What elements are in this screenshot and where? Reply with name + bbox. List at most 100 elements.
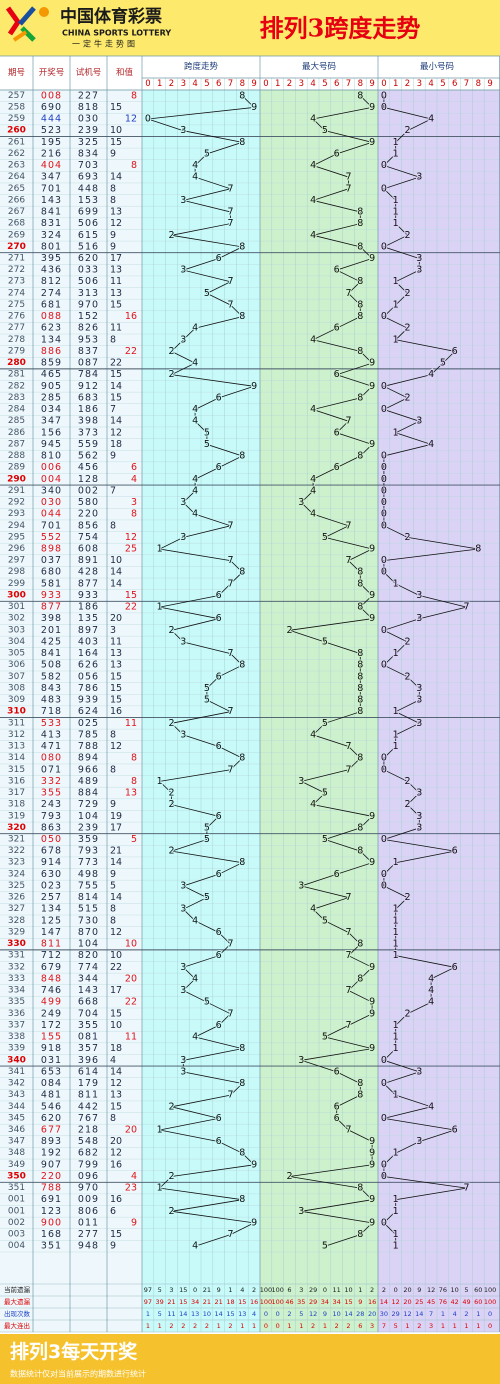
draw-number: 863 <box>41 822 62 833</box>
period: 307 <box>8 672 25 682</box>
trend-value: 1 <box>157 1183 163 1194</box>
digit-header: 7 <box>464 79 469 89</box>
trial-number: 755 <box>78 880 99 891</box>
draw-number: 425 <box>41 636 62 647</box>
trend-value: 3 <box>416 1136 422 1147</box>
trial-number: 826 <box>78 323 99 334</box>
period: 349 <box>8 1160 25 1170</box>
period: 001 <box>8 1206 25 1216</box>
draw-number: 841 <box>41 648 62 659</box>
digit-header: 5 <box>322 79 327 89</box>
draw-number: 044 <box>41 509 62 520</box>
period: 259 <box>8 114 25 124</box>
trend-value: 0 <box>381 660 387 671</box>
draw-number: 192 <box>41 1148 62 1159</box>
trend-value: 9 <box>369 1194 375 1205</box>
sum-value: 5 <box>110 880 116 891</box>
trend-value: 8 <box>357 241 363 252</box>
trend-value: 9 <box>369 857 375 868</box>
draw-number: 914 <box>41 857 62 868</box>
stat-value: 2 <box>464 1310 468 1318</box>
stat-value: 3 <box>370 1322 374 1330</box>
digit-header: 4 <box>310 79 315 89</box>
trend-value: 3 <box>180 729 186 740</box>
trend-value: 0 <box>381 1113 387 1124</box>
trend-value: 1 <box>393 939 399 950</box>
trial-number: 811 <box>78 1090 99 1101</box>
sum-value: 13 <box>110 288 122 299</box>
trend-value: 2 <box>404 671 410 682</box>
draw-number: 413 <box>41 729 62 740</box>
sum-value: 17 <box>110 985 122 996</box>
trend-value: 7 <box>345 172 351 183</box>
trend-value: 8 <box>357 276 363 287</box>
stat-value: 12 <box>392 1298 400 1306</box>
draw-number: 690 <box>41 102 62 113</box>
trend-value: 8 <box>357 973 363 984</box>
trend-value: 2 <box>404 125 410 136</box>
trend-value: 1 <box>393 1043 399 1054</box>
trend-value: 4 <box>192 358 198 369</box>
sum-value: 12 <box>110 218 122 229</box>
trial-number: 966 <box>78 764 99 775</box>
stat-value: 2 <box>252 1286 256 1294</box>
trend-value: 6 <box>216 950 222 961</box>
trial-number: 668 <box>78 997 99 1008</box>
trend-value: 6 <box>334 148 340 159</box>
trend-value: 7 <box>227 939 233 950</box>
sum-value: 22 <box>110 358 122 369</box>
period: 308 <box>8 683 25 693</box>
trend-value: 3 <box>180 904 186 915</box>
stat-value: 100 <box>484 1298 496 1306</box>
stat-value: 20 <box>403 1298 411 1306</box>
stat-value: 97 <box>144 1286 152 1294</box>
trial-number: 489 <box>78 776 99 787</box>
draw-number: 481 <box>41 1090 62 1101</box>
period: 341 <box>8 1067 25 1077</box>
stat-value: 21 <box>167 1298 175 1306</box>
stat-value: 35 <box>297 1298 305 1306</box>
sum-value: 11 <box>125 718 137 729</box>
stat-value: 1 <box>240 1322 244 1330</box>
draw-number: 134 <box>41 904 62 915</box>
period: 337 <box>8 1020 25 1030</box>
period: 290 <box>7 474 26 484</box>
draw-number: 172 <box>41 1020 62 1031</box>
trend-value: 8 <box>357 660 363 671</box>
trend-value: 1 <box>393 578 399 589</box>
sum-value: 11 <box>110 323 122 334</box>
period: 317 <box>8 788 25 798</box>
trial-number: 239 <box>78 125 99 136</box>
stat-value: 3 <box>429 1322 433 1330</box>
trend-value: 8 <box>239 660 245 671</box>
trend-value: 0 <box>381 183 387 194</box>
trend-value: 7 <box>227 218 233 229</box>
period: 312 <box>8 730 25 740</box>
page-title: 排列3跨度走势 <box>260 14 421 43</box>
stat-value: 1 <box>441 1310 445 1318</box>
stat-value: 0 <box>193 1286 197 1294</box>
sum-value: 8 <box>110 729 116 740</box>
sum-value: 8 <box>110 183 116 194</box>
sum-value: 5 <box>131 834 137 845</box>
period: 299 <box>8 579 25 589</box>
sum-value: 10 <box>125 939 137 950</box>
trend-value: 0 <box>381 1055 387 1066</box>
draw-number: 691 <box>41 1194 62 1205</box>
sum-value: 10 <box>110 125 122 136</box>
stat-value: 60 <box>474 1286 482 1294</box>
trend-value: 9 <box>369 439 375 450</box>
trend-value: 1 <box>157 776 163 787</box>
stat-value: 0 <box>488 1322 492 1330</box>
draw-number: 848 <box>41 973 62 984</box>
trend-value: 0 <box>381 555 387 566</box>
digit-header: 2 <box>405 79 410 89</box>
trend-value: 3 <box>416 253 422 264</box>
trend-value: 1 <box>393 1229 399 1240</box>
draw-number: 125 <box>41 915 62 926</box>
stat-value: 76 <box>439 1286 447 1294</box>
stat-value: 2 <box>311 1322 315 1330</box>
draw-number: 168 <box>41 1229 62 1240</box>
trend-value: 4 <box>428 114 434 125</box>
